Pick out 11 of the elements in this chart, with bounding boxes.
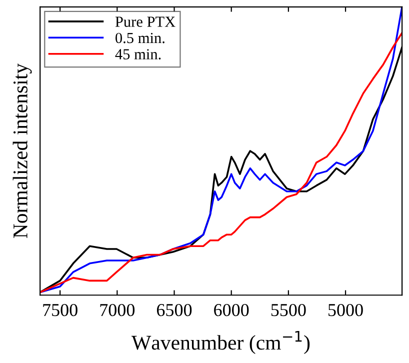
- legend-label: 0.5 min.: [116, 32, 164, 44]
- y-axis-title: Normalized intensity: [12, 63, 32, 238]
- x-tick-label: 5500: [271, 304, 306, 316]
- x-tick-label: 6500: [156, 304, 192, 316]
- legend-label: 45 min.: [115, 49, 161, 60]
- x-tick-label: 7000: [100, 304, 135, 316]
- x-tick-label: 5000: [328, 304, 363, 316]
- x-tick-label: 6000: [214, 304, 249, 316]
- x-tick-label: 7500: [43, 304, 78, 316]
- x-axis-title: Wavenumber (cm$^{−1}$): [132, 330, 310, 354]
- legend-label: Pure PTX: [115, 16, 176, 27]
